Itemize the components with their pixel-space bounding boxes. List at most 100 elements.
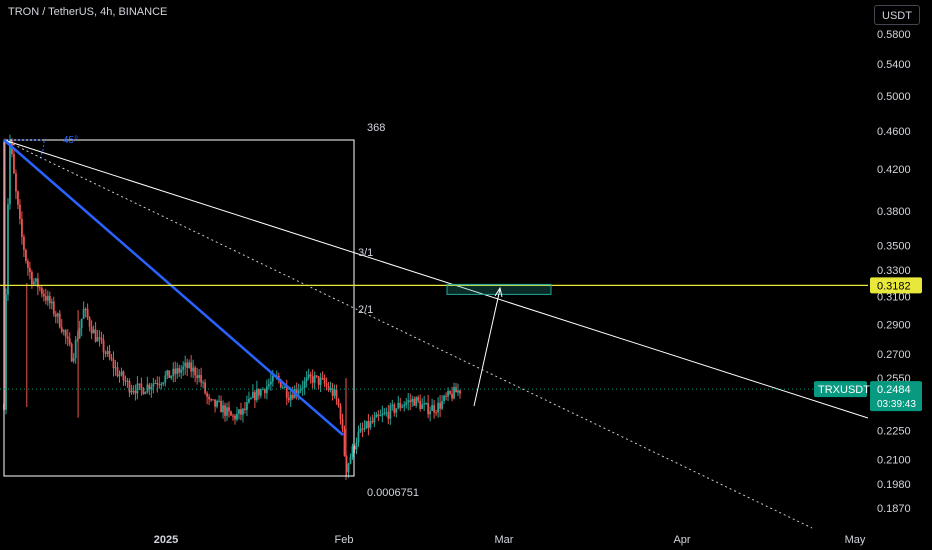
candle-body: [395, 408, 398, 413]
candle-body: [253, 392, 256, 401]
currency-button[interactable]: USDT: [874, 5, 920, 25]
candle-body: [19, 204, 21, 219]
candle-body: [333, 389, 336, 396]
candle-body: [96, 337, 99, 342]
candle-body: [202, 382, 205, 384]
candle-body: [200, 374, 203, 383]
candle-body: [287, 397, 290, 401]
candle-body: [154, 383, 157, 385]
candle-body: [455, 387, 457, 393]
candle-body: [421, 404, 424, 409]
candle-body: [377, 414, 380, 416]
candle-body: [144, 392, 147, 395]
candle-body: [146, 384, 149, 393]
candle-body: [164, 375, 167, 383]
candle-body: [291, 394, 294, 399]
candle-body: [419, 400, 422, 409]
angle-arc: [39, 140, 45, 159]
candle-body: [120, 371, 123, 375]
candle-body: [82, 308, 85, 319]
candle-body: [122, 371, 125, 381]
candle-body: [443, 395, 445, 402]
price-tick-label: 0.1870: [877, 503, 911, 515]
candle-body: [7, 204, 9, 295]
gann-box[interactable]: [3, 139, 355, 477]
candle-body: [218, 400, 220, 402]
candle-body: [46, 295, 49, 301]
candle-body: [449, 391, 451, 394]
candle-body: [9, 140, 11, 205]
fan-line-2-1[interactable]: [3, 139, 813, 529]
candle-body: [457, 390, 459, 393]
candle-body: [415, 397, 418, 406]
projection-arrow[interactable]: [473, 288, 501, 407]
candle-body: [188, 362, 191, 369]
candle-body: [172, 368, 175, 376]
candle-body: [190, 362, 193, 372]
symbol-title[interactable]: TRON / TetherUS, 4h, BINANCE: [8, 6, 168, 18]
candle-body: [391, 404, 394, 406]
fan-line-3-1[interactable]: [3, 139, 869, 419]
candle-body: [252, 392, 254, 398]
price-tick-label: 0.3800: [877, 206, 911, 218]
candle-body: [347, 463, 350, 473]
candle-body: [26, 261, 29, 268]
candle-body: [100, 338, 103, 341]
price-tick-label: 0.4600: [877, 126, 911, 138]
candle-body: [335, 389, 338, 400]
candle-body: [297, 390, 300, 394]
fan-label-2-1: 2/1: [358, 304, 373, 316]
candle-body: [184, 362, 187, 367]
candle-body: [88, 317, 91, 327]
symbol-badge[interactable]: [814, 381, 867, 398]
trend-line-blue[interactable]: [3, 139, 344, 436]
price-tick-label: 0.3100: [877, 291, 911, 303]
candle-body: [13, 154, 15, 174]
candle-body: [295, 388, 298, 394]
candle-body: [30, 272, 33, 285]
candle-body: [351, 445, 354, 458]
candle-body: [399, 402, 402, 408]
candle-body: [192, 367, 195, 372]
candle-body: [238, 409, 240, 414]
candle-body: [265, 386, 268, 394]
candle-body: [108, 350, 111, 358]
candle-body: [269, 381, 272, 385]
candle-body: [166, 370, 169, 376]
candle-body: [317, 376, 320, 385]
candle-body: [216, 400, 218, 407]
box-bottom-label: 0.0006751: [367, 487, 419, 499]
candle-body: [168, 370, 171, 379]
candle-body: [206, 393, 209, 397]
candle-body: [411, 398, 414, 402]
candle-body: [92, 329, 95, 334]
candle-body: [263, 389, 266, 394]
price-badge[interactable]: [870, 381, 922, 412]
candle-body: [257, 388, 260, 396]
price-axis-panel[interactable]: [868, 0, 932, 550]
candle-body: [242, 408, 244, 415]
candle-body: [267, 384, 270, 387]
candle-body: [86, 309, 89, 318]
candle-body: [156, 383, 159, 385]
candle-body: [25, 249, 27, 262]
time-tick-label: 2025: [154, 534, 178, 546]
candle-body: [198, 374, 201, 378]
level-badge[interactable]: [870, 277, 922, 294]
candle-body: [142, 388, 145, 395]
candle-body: [383, 412, 386, 414]
candle-body: [214, 399, 216, 407]
candle-body: [160, 383, 163, 385]
candle-body: [170, 375, 173, 379]
candle-body: [236, 413, 238, 420]
candle-body: [441, 401, 443, 409]
candle-body: [228, 407, 230, 412]
candle-body: [357, 431, 360, 443]
candle-body: [114, 367, 117, 369]
candle-body: [116, 367, 119, 377]
candle-body: [261, 389, 264, 391]
candle-body: [17, 191, 19, 205]
candle-body: [48, 295, 51, 304]
candle-body: [60, 327, 63, 332]
